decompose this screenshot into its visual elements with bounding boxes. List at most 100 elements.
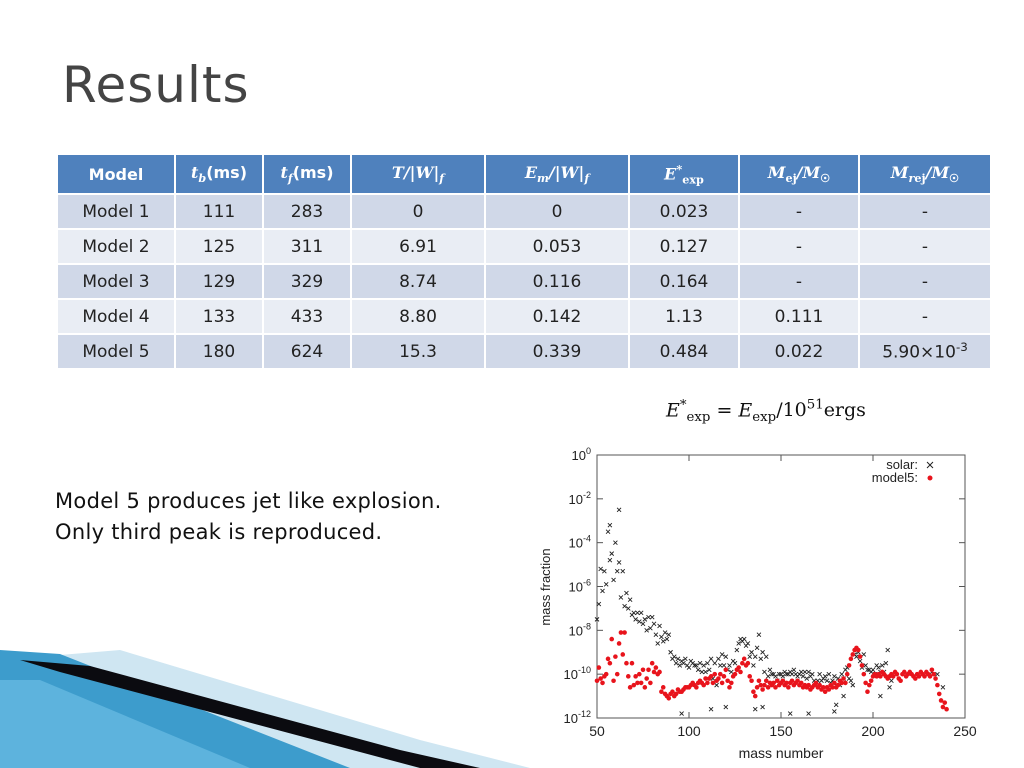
solar-point bbox=[850, 682, 856, 688]
mass-fraction-plot: 100 10-2 10-4 10-6 10-8 10-10 10-12 50 100 150 20… bbox=[538, 446, 977, 761]
table-cell: 1.13 bbox=[628, 298, 740, 335]
model5-point bbox=[839, 680, 845, 686]
x-axis: 50 100 150 200 250 bbox=[589, 455, 977, 739]
model5-point bbox=[760, 687, 765, 692]
table-cell: 5.90×10-3 bbox=[858, 333, 992, 370]
solar-point bbox=[762, 669, 767, 675]
solar-point bbox=[673, 660, 679, 666]
header-m-rej: Mrej/M☉ bbox=[858, 153, 992, 195]
table-cell: 624 bbox=[262, 333, 352, 370]
header-model: Model bbox=[56, 153, 176, 195]
solar-point bbox=[754, 645, 760, 651]
solar-point bbox=[879, 663, 885, 668]
solar-point bbox=[719, 652, 725, 657]
table-cell: 8.74 bbox=[350, 263, 486, 300]
solar-point bbox=[607, 557, 613, 563]
x-tick-label: 100 bbox=[677, 723, 701, 739]
model5-point bbox=[666, 695, 672, 701]
model5-point bbox=[594, 678, 600, 684]
solar-point bbox=[598, 566, 603, 572]
model5-point bbox=[758, 682, 764, 688]
solar-point bbox=[832, 674, 837, 679]
model5-point bbox=[846, 663, 852, 668]
solar-point bbox=[695, 667, 701, 673]
legend-solar-label: solar: bbox=[886, 457, 918, 472]
model5-point bbox=[754, 685, 760, 690]
solar-point bbox=[620, 568, 626, 574]
solar-point bbox=[721, 663, 727, 668]
solar-point bbox=[787, 711, 793, 716]
solar-point bbox=[809, 671, 815, 677]
solar-point bbox=[627, 597, 633, 602]
model5-point bbox=[736, 665, 741, 670]
model5-point bbox=[631, 682, 637, 688]
model5-point bbox=[729, 680, 734, 686]
solar-point bbox=[791, 667, 797, 673]
table-row: Model 1 111 283 0 0 0.023- - bbox=[56, 193, 992, 230]
solar-point bbox=[609, 551, 615, 556]
model5-point bbox=[752, 693, 758, 699]
solar-point bbox=[624, 590, 629, 596]
solar-point bbox=[668, 649, 673, 655]
table-cell: Model 3 bbox=[56, 263, 176, 300]
solar-point bbox=[642, 617, 648, 622]
model5-point bbox=[868, 678, 874, 684]
solar-point bbox=[741, 636, 747, 642]
x-axis-label: mass number bbox=[739, 745, 824, 761]
model5-point bbox=[616, 641, 622, 646]
model5-point bbox=[822, 689, 828, 694]
model5-point bbox=[901, 669, 907, 675]
model5-point bbox=[640, 667, 646, 673]
solar-point bbox=[703, 669, 708, 675]
solar-point bbox=[660, 638, 666, 644]
solar-point bbox=[763, 654, 769, 659]
table-cell: 0 bbox=[484, 193, 630, 230]
model5-point bbox=[756, 678, 762, 684]
model5-point bbox=[890, 674, 896, 679]
solar-point bbox=[594, 617, 600, 622]
model5-point bbox=[732, 671, 738, 677]
x-tick-label: 200 bbox=[861, 723, 885, 739]
table-row: Model 2 125 311 6.91 0.053 0.127- - bbox=[56, 228, 992, 265]
table-row: Model 5 180 624 15.3 0.339 0.484 0.022 5.90×10-… bbox=[56, 333, 992, 370]
model5-point bbox=[705, 680, 710, 686]
model5-point bbox=[653, 665, 659, 670]
solar-point bbox=[635, 610, 640, 616]
solar-point bbox=[681, 660, 686, 666]
slide-title: Results bbox=[62, 56, 250, 114]
solar-point bbox=[729, 669, 734, 675]
solar-point bbox=[935, 671, 940, 677]
model5-point bbox=[627, 685, 633, 690]
solar-point bbox=[824, 678, 830, 684]
header-t-over-w: T/|W|f bbox=[350, 153, 486, 195]
plot-area bbox=[596, 454, 966, 719]
model5-point bbox=[855, 647, 861, 653]
solar-point bbox=[631, 610, 637, 616]
model5-point bbox=[841, 676, 846, 681]
model5-point bbox=[613, 654, 618, 659]
table-cell: 0.111 bbox=[738, 298, 860, 335]
solar-point bbox=[870, 667, 876, 673]
solar-point bbox=[655, 641, 661, 646]
legend-model5-label: model5: bbox=[872, 470, 918, 485]
model5-point bbox=[938, 698, 944, 703]
solar-point bbox=[646, 614, 651, 620]
solar-point bbox=[659, 634, 664, 640]
solar-point bbox=[596, 601, 602, 607]
model5-point bbox=[942, 700, 948, 705]
table-cell: - bbox=[858, 228, 992, 265]
model5-point bbox=[830, 685, 835, 690]
caption-line-1: Model 5 produces jet like explosion. bbox=[55, 489, 442, 513]
solar-point bbox=[878, 693, 883, 699]
legend-model5-marker bbox=[927, 475, 933, 481]
model5-point bbox=[644, 676, 649, 681]
solar-point bbox=[705, 660, 710, 666]
model5-point bbox=[786, 685, 791, 690]
header-tb: tb(ms) bbox=[174, 153, 264, 195]
solar-point bbox=[727, 663, 732, 668]
model5-point bbox=[701, 682, 707, 688]
model5-point bbox=[635, 680, 640, 686]
swoosh-mid bbox=[0, 680, 250, 768]
solar-point bbox=[666, 632, 672, 638]
table-cell: 0.142 bbox=[484, 298, 630, 335]
